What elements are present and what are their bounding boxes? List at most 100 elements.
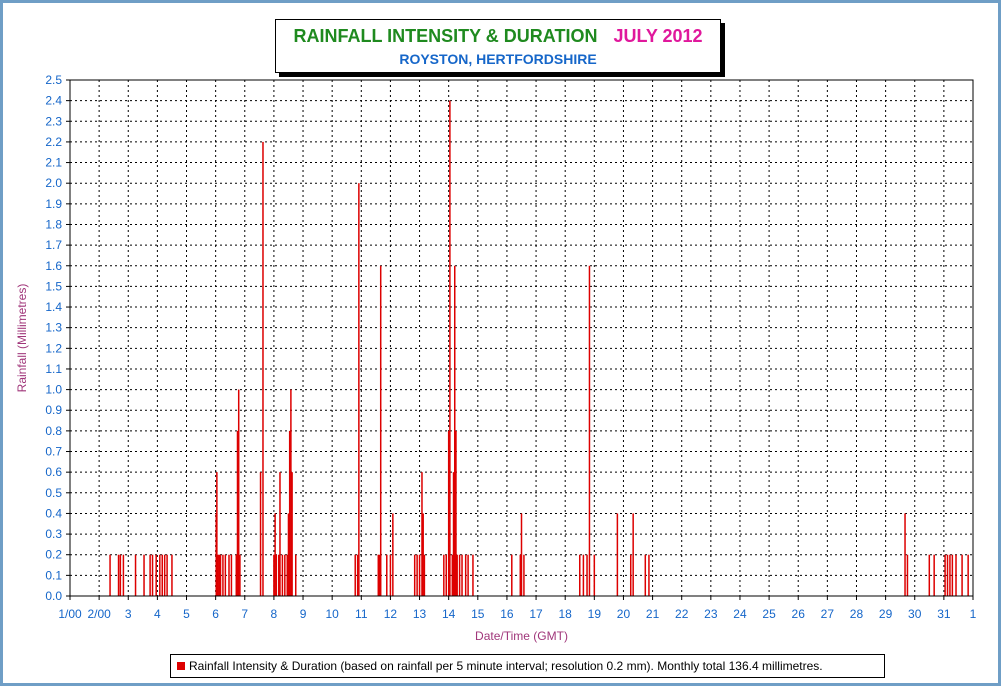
rain-bar <box>423 554 426 596</box>
rain-bar <box>456 554 458 596</box>
y-tick-label: 2.0 <box>45 176 62 190</box>
x-tick-label: 18 <box>559 607 573 621</box>
rain-bar <box>579 554 581 596</box>
rain-bar <box>275 554 278 596</box>
rain-bar <box>955 554 957 596</box>
gridlines <box>70 80 973 596</box>
rain-bar <box>286 554 289 596</box>
rain-bar <box>967 554 969 596</box>
x-tick-label: 19 <box>588 607 602 621</box>
rain-bar <box>422 513 424 596</box>
rain-bar <box>278 554 280 596</box>
rain-bar <box>295 554 297 596</box>
x-tick-label: 1 <box>970 607 977 621</box>
rain-bar <box>461 554 463 596</box>
y-tick-label: 1.6 <box>45 259 62 273</box>
x-tick-label: 21 <box>646 607 660 621</box>
y-tick-label: 2.5 <box>45 73 62 87</box>
rain-bar <box>933 554 935 596</box>
bar-series <box>109 100 969 597</box>
chart-subtitle: ROYSTON, HERTFORDSHIRE <box>399 51 597 67</box>
rain-bar <box>418 554 421 596</box>
rain-bar <box>519 554 522 596</box>
rain-bar <box>151 554 154 596</box>
x-tick-label: 26 <box>792 607 806 621</box>
y-tick-label: 1.5 <box>45 279 62 293</box>
y-tick-label: 0.0 <box>45 589 62 603</box>
chart-title-line: RAINFALL INTENSITY & DURATION JULY 2012 <box>276 26 720 47</box>
rain-bar <box>588 265 591 596</box>
y-tick-label: 0.5 <box>45 486 62 500</box>
x-tick-label: 20 <box>617 607 631 621</box>
rain-bar <box>291 472 293 596</box>
rain-bar <box>159 554 161 596</box>
x-tick-label: 3 <box>125 607 132 621</box>
y-tick-label: 1.9 <box>45 197 62 211</box>
y-tick-label: 1.3 <box>45 321 62 335</box>
chart-month: JULY 2012 <box>613 26 703 46</box>
plot-area-border <box>69 79 974 597</box>
y-tick-label: 2.4 <box>45 94 62 108</box>
rain-bar <box>421 472 423 596</box>
rain-bar <box>237 389 240 596</box>
rain-bar <box>379 265 382 596</box>
x-axis-ticks: 1/00 2/00 3 4 5 6 7 8 9 10 11 12 13 14 15 16 17 18 19 20 21 2… <box>58 596 977 621</box>
x-tick-label: 10 <box>325 607 339 621</box>
rain-bar <box>274 513 276 596</box>
rain-bar <box>413 554 416 596</box>
rain-bar <box>284 554 286 596</box>
x-tick-label: 8 <box>271 607 278 621</box>
y-axis-ticks: 0.0 0.1 0.2 0.3 0.4 0.5 0.6 0.7 0.8 0.9 1.0 1.1 1.2 1… <box>45 73 70 603</box>
x-tick-label: 12 <box>384 607 398 621</box>
x-tick-label: 17 <box>529 607 543 621</box>
rain-bar <box>122 554 125 596</box>
x-tick-label: 22 <box>675 607 689 621</box>
rain-bar <box>386 554 388 596</box>
y-tick-label: 0.2 <box>45 548 62 562</box>
rain-bar <box>143 554 145 596</box>
rain-bar <box>259 472 262 596</box>
y-tick-label: 0.8 <box>45 424 62 438</box>
rain-bar <box>447 430 450 596</box>
rain-bar <box>472 554 474 596</box>
rain-bar <box>451 554 454 596</box>
y-tick-label: 0.7 <box>45 445 62 459</box>
y-tick-label: 2.2 <box>45 135 62 149</box>
rain-bar <box>944 554 946 596</box>
y-axis-label: Rainfall (Millimetres) <box>15 284 29 393</box>
rain-bar <box>392 513 394 596</box>
x-tick-label: 15 <box>471 607 485 621</box>
rain-bar <box>443 554 445 596</box>
x-tick-label: 1/00 <box>58 607 82 621</box>
rain-bar <box>290 389 292 596</box>
rain-bar <box>281 554 284 596</box>
rain-bar <box>166 554 168 596</box>
y-tick-label: 0.3 <box>45 527 62 541</box>
rain-bar <box>452 472 455 596</box>
y-tick-label: 2.3 <box>45 114 62 128</box>
rain-bar <box>511 554 513 596</box>
rain-bar <box>228 554 230 596</box>
rain-bar <box>273 554 275 596</box>
rain-bar <box>222 554 224 596</box>
x-tick-label: 16 <box>500 607 514 621</box>
rain-bar <box>224 554 227 596</box>
rain-bar <box>949 554 951 596</box>
y-tick-label: 1.8 <box>45 217 62 231</box>
x-tick-label: 28 <box>850 607 864 621</box>
rain-bar <box>218 554 221 596</box>
rain-bar <box>632 513 634 596</box>
rain-bar <box>288 430 291 596</box>
rain-bar <box>262 141 264 597</box>
chart-title-box: RAINFALL INTENSITY & DURATION JULY 2012 R… <box>275 19 721 73</box>
rain-bar <box>520 513 523 596</box>
rain-bar <box>586 554 588 596</box>
y-tick-label: 1.2 <box>45 341 62 355</box>
y-tick-label: 0.9 <box>45 403 62 417</box>
y-tick-label: 2.1 <box>45 156 62 170</box>
x-tick-label: 6 <box>212 607 219 621</box>
rain-bar <box>951 554 954 596</box>
y-tick-label: 0.4 <box>45 506 62 520</box>
rain-bar <box>236 430 239 596</box>
